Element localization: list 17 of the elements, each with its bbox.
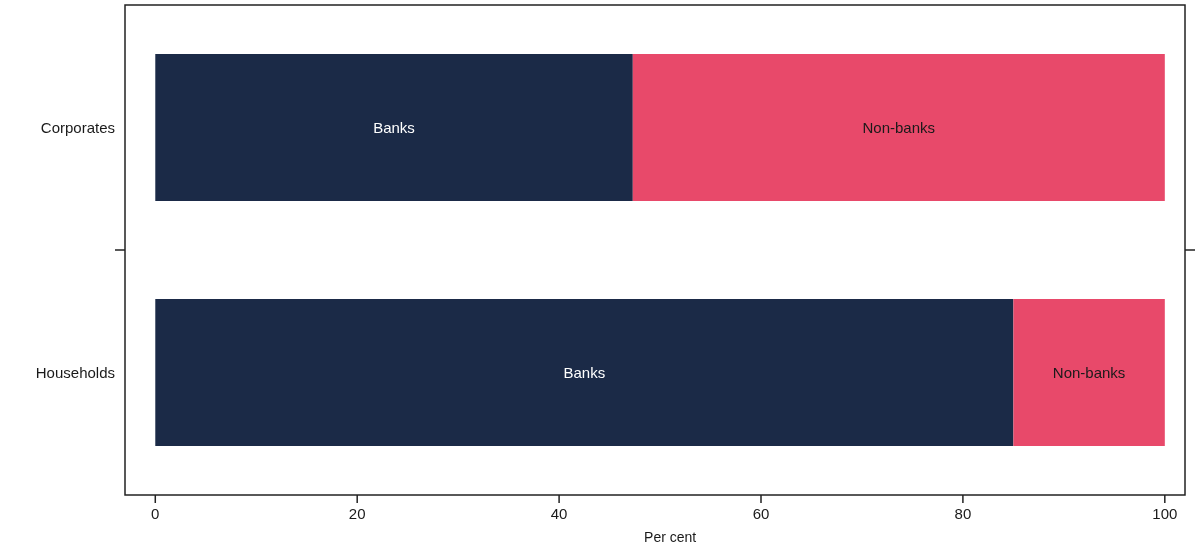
x-tick-label: 100	[1152, 505, 1178, 522]
bar	[1013, 299, 1165, 446]
x-tick-label: 0	[151, 505, 160, 522]
bar	[632, 54, 1165, 201]
bar	[155, 299, 1014, 446]
x-tick-label: 40	[550, 505, 568, 522]
bar	[155, 54, 633, 201]
y-tick-label: Corporates	[40, 118, 115, 136]
x-tick-label: 60	[752, 505, 770, 522]
series-label: Non-banks	[1052, 363, 1126, 381]
x-axis-title: Per cent	[644, 529, 697, 545]
y-tick-label: Households	[35, 363, 115, 381]
text: Banks	[563, 363, 606, 381]
x-tick-label: 80	[954, 505, 972, 522]
x-tick-label: 20	[348, 505, 366, 522]
text: Non-banks	[862, 118, 936, 136]
series-label: Banks	[373, 118, 415, 136]
